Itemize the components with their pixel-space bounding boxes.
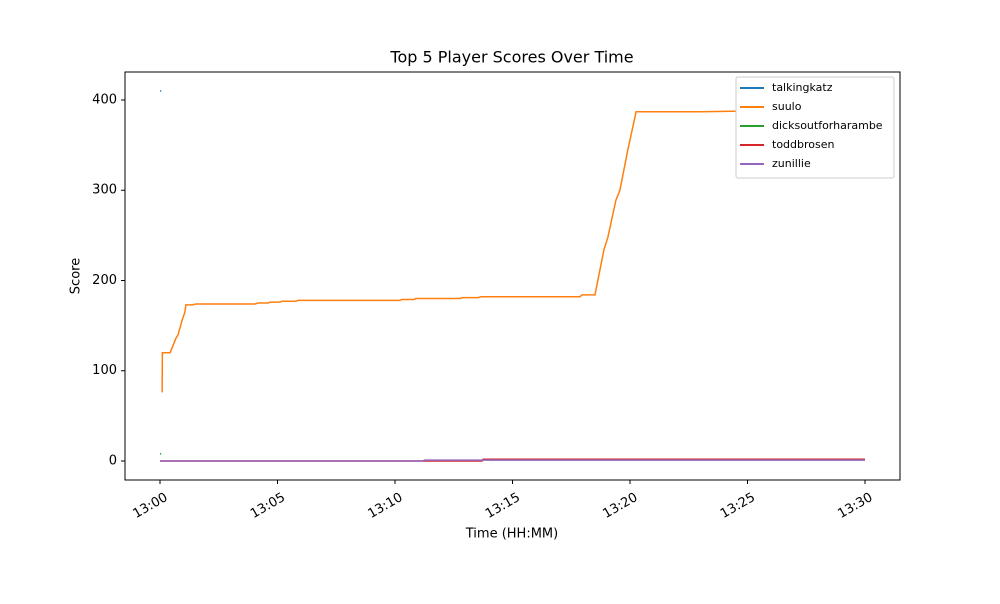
legend-label: talkingkatz (772, 81, 833, 94)
y-tick-label: 200 (92, 273, 117, 288)
y-tick-label: 0 (109, 454, 117, 469)
x-tick-label: 13:30 (835, 490, 875, 522)
y-tick-label: 100 (92, 363, 117, 378)
y-tick-label: 300 (92, 183, 117, 198)
y-tick-label: 400 (92, 92, 117, 107)
x-tick-label: 13:00 (130, 490, 170, 522)
x-tick-label: 13:05 (248, 490, 288, 522)
x-tick-label: 13:10 (365, 490, 405, 522)
legend-label: zunillie (772, 157, 811, 170)
legend-label: dicksoutforharambe (772, 119, 883, 132)
x-tick-label: 13:15 (483, 490, 523, 522)
plot-frame (124, 71, 901, 481)
chart-title: Top 5 Player Scores Over Time (389, 48, 633, 67)
legend-frame (735, 76, 895, 179)
x-axis-label: Time (HH:MM) (465, 527, 558, 542)
y-axis-label: Score (69, 258, 84, 294)
legend-label: suulo (772, 100, 802, 113)
x-tick-label: 13:20 (600, 490, 640, 522)
legend-label: toddbrosen (772, 138, 834, 151)
x-tick-label: 13:25 (718, 490, 758, 522)
series-line (161, 109, 865, 393)
legend: talkingkatz suulo dicksoutforharambe toddbr… (735, 76, 895, 179)
series-line (160, 459, 865, 462)
